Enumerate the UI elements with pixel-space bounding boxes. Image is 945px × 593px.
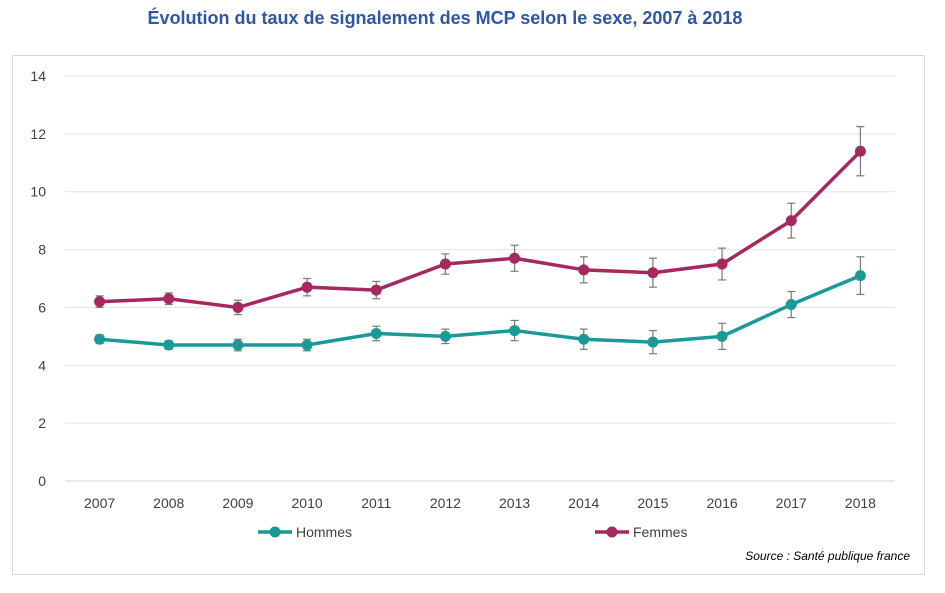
legend-label: Hommes: [296, 524, 352, 540]
x-tick-label: 2014: [568, 495, 599, 511]
data-point: [232, 339, 244, 351]
y-tick-label: 2: [38, 415, 46, 431]
data-point: [647, 267, 659, 279]
data-point: [301, 339, 313, 351]
data-point: [301, 281, 313, 293]
data-point: [578, 264, 590, 276]
data-point: [232, 301, 244, 313]
data-point: [439, 258, 451, 270]
x-tick-label: 2009: [222, 495, 253, 511]
legend: Hommes Femmes: [258, 524, 687, 540]
x-tick-label: 2010: [292, 495, 323, 511]
series-line: [99, 149, 862, 310]
gridlines: [65, 75, 895, 482]
data-point: [854, 270, 866, 282]
y-tick-label: 4: [38, 357, 46, 373]
y-axis-ticks: 0 2 4 6 8 10 12 14: [30, 68, 46, 489]
x-tick-label: 2017: [776, 495, 807, 511]
data-point: [578, 333, 590, 345]
x-tick-label: 2015: [637, 495, 668, 511]
y-tick-label: 8: [38, 242, 46, 258]
x-tick-label: 2007: [84, 495, 115, 511]
data-point: [716, 330, 728, 342]
data-point: [163, 339, 175, 351]
series-femmes: [94, 126, 866, 316]
x-tick-label: 2008: [153, 495, 184, 511]
data-point: [785, 299, 797, 311]
chart-title: Évolution du taux de signalement des MCP…: [147, 8, 743, 28]
data-point: [854, 145, 866, 157]
data-point: [163, 293, 175, 305]
data-point: [509, 252, 521, 264]
data-point: [94, 296, 106, 308]
data-point: [94, 333, 106, 345]
y-tick-label: 12: [30, 126, 46, 142]
y-tick-label: 14: [30, 68, 46, 84]
data-point: [370, 284, 382, 296]
data-point: [370, 327, 382, 339]
y-tick-label: 0: [38, 473, 46, 489]
series-hommes: [94, 256, 866, 355]
x-tick-label: 2016: [707, 495, 738, 511]
legend-marker: [269, 526, 281, 538]
x-tick-label: 2011: [361, 495, 391, 511]
data-point: [785, 215, 797, 227]
x-tick-label: 2013: [499, 495, 530, 511]
data-point: [509, 325, 521, 337]
legend-label: Femmes: [633, 524, 687, 540]
data-point: [647, 336, 659, 348]
legend-marker: [606, 526, 618, 538]
y-tick-label: 6: [38, 299, 46, 315]
source-note: Source : Santé publique france: [745, 549, 910, 563]
series-layer: [94, 126, 866, 355]
x-tick-label: 2018: [845, 495, 876, 511]
x-axis-ticks: 2007 2008 2009 2010 2011 2012 2013 2014 2015 2016…: [84, 495, 876, 511]
series-line: [99, 273, 862, 347]
data-point: [716, 258, 728, 270]
data-point: [439, 330, 451, 342]
x-tick-label: 2012: [430, 495, 461, 511]
chart-frame: [12, 55, 925, 575]
y-tick-label: 10: [30, 184, 46, 200]
